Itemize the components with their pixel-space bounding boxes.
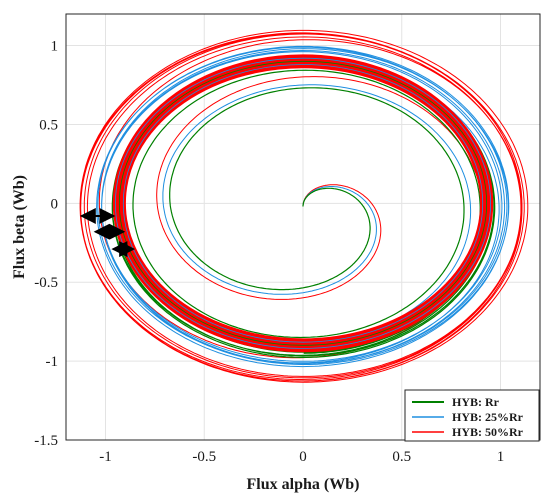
plot-frame bbox=[65, 13, 541, 441]
steady-state-overlay bbox=[122, 64, 484, 343]
y-tick-label: -1 bbox=[46, 354, 59, 370]
steady-state-ring bbox=[120, 62, 486, 345]
y-tick-label: -1.5 bbox=[34, 433, 58, 449]
x-axis-label: Flux alpha (Wb) bbox=[247, 476, 360, 493]
legend: HYB: Rr HYB: 25%Rr HYB: 50%Rr bbox=[404, 389, 540, 442]
steady-state-ring bbox=[124, 66, 482, 340]
y-axis-label: Flux beta (Wb) bbox=[11, 175, 28, 279]
steady-state-ring bbox=[116, 58, 490, 348]
y-tick-label: 0 bbox=[51, 196, 59, 212]
annotation-layer bbox=[79, 207, 136, 258]
steady-state-ring bbox=[113, 55, 493, 352]
steady-state-ring bbox=[119, 61, 487, 346]
steady-state-ring bbox=[123, 66, 483, 341]
legend-label-50: HYB: 50%Rr bbox=[452, 425, 524, 439]
series-rr-line bbox=[111, 55, 496, 358]
steady-state-ring bbox=[117, 59, 489, 347]
x-tick-label: -1 bbox=[99, 449, 112, 465]
steady-state-overlay bbox=[118, 60, 488, 346]
steady-state-ring bbox=[112, 54, 494, 353]
steady-state-band bbox=[112, 54, 494, 353]
steady-state-overlay bbox=[114, 57, 492, 349]
series-25pct-line bbox=[96, 45, 510, 368]
tick-labels: -1 -0.5 0 0.5 1 1 0.5 0 -0.5 -1 -1.5 bbox=[34, 39, 504, 465]
steady-state-ring bbox=[121, 63, 485, 344]
y-tick-label: 0.5 bbox=[39, 117, 58, 133]
steady-state-ring bbox=[115, 57, 491, 350]
x-tick-label: -0.5 bbox=[192, 449, 216, 465]
x-tick-label: 1 bbox=[497, 449, 505, 465]
y-tick-label: 1 bbox=[51, 39, 59, 55]
x-tick-label: 0 bbox=[299, 449, 307, 465]
series-layer bbox=[79, 29, 529, 383]
steady-state-ring bbox=[116, 57, 490, 349]
y-tick-label: -0.5 bbox=[34, 275, 58, 291]
legend-label-rr: HYB: Rr bbox=[452, 395, 500, 409]
steady-state-ring bbox=[122, 64, 484, 343]
legend-label-25: HYB: 25%Rr bbox=[452, 410, 524, 424]
x-tick-label: 0.5 bbox=[392, 449, 411, 465]
